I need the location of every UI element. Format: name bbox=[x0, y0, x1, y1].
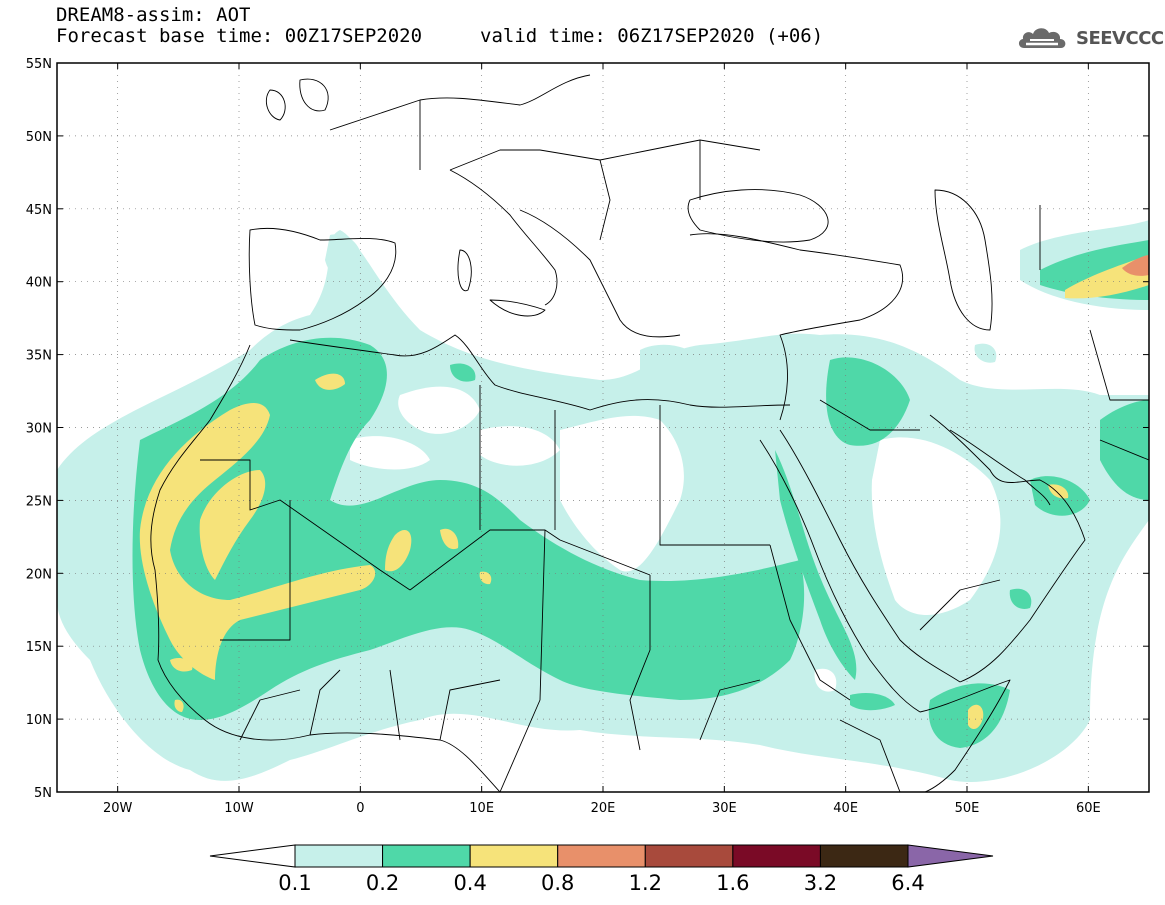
longitude-tick-label: 20E bbox=[591, 801, 616, 816]
colorbar-swatch bbox=[382, 844, 471, 868]
latitude-tick-label: 35N bbox=[26, 349, 52, 364]
latitude-tick-label: 20N bbox=[26, 567, 52, 582]
coastlines-borders bbox=[150, 74, 1149, 792]
colorbar-level-label: 0.8 bbox=[541, 871, 574, 895]
colorbar-swatch bbox=[469, 844, 559, 868]
latitude-tick-label: 25N bbox=[26, 494, 52, 509]
colorbar-level-label: 1.2 bbox=[629, 871, 662, 895]
aot-level-0.8 bbox=[1122, 255, 1149, 276]
colorbar-level-label: 1.6 bbox=[716, 871, 749, 895]
longitude-tick-label: 20W bbox=[103, 801, 133, 816]
colorbar-upper-extend bbox=[907, 844, 994, 868]
colorbar-level-label: 0.4 bbox=[453, 871, 486, 895]
logo-text: SEEVCCC bbox=[1076, 27, 1164, 49]
longitude-ticks bbox=[117, 63, 1089, 792]
colorbar-level-label: 0.2 bbox=[366, 871, 399, 895]
colorbar-swatch bbox=[557, 844, 646, 868]
colorbar-lower-extend bbox=[209, 844, 296, 868]
latitude-tick-label: 45N bbox=[26, 203, 52, 218]
forecast-base-time: Forecast base time: 00Z17SEP2020 bbox=[56, 25, 423, 47]
colorbar-swatch bbox=[644, 844, 734, 868]
cloud-icon bbox=[1018, 28, 1066, 48]
longitude-tick-label: 10E bbox=[469, 801, 494, 816]
colorbar: 0.1 0.2 0.4 0.8 1.2 1.6 3.2 6.4 bbox=[209, 844, 994, 895]
colorbar-swatch bbox=[732, 844, 821, 868]
longitude-tick-label: 30E bbox=[712, 801, 737, 816]
longitude-tick-label: 60E bbox=[1076, 801, 1101, 816]
latitude-tick-label: 40N bbox=[26, 276, 52, 291]
latitude-tick-label: 55N bbox=[26, 57, 52, 72]
longitude-tick-label: 40E bbox=[833, 801, 858, 816]
valid-time: valid time: 06Z17SEP2020 (+06) bbox=[480, 25, 824, 47]
longitude-tick-label: 10W bbox=[224, 801, 254, 816]
aot-level-0.2 bbox=[132, 240, 1149, 748]
colorbar-swatch bbox=[294, 844, 384, 868]
colorbar-swatch bbox=[819, 844, 909, 868]
seevccc-logo: SEEVCCC bbox=[1016, 24, 1164, 52]
aot-field bbox=[57, 220, 1149, 782]
latitude-tick-label: 5N bbox=[34, 786, 52, 801]
longitude-tick-label: 50E bbox=[955, 801, 980, 816]
latitude-labels: 55N 50N 45N 40N 35N 30N 25N 20N 15N 10N 5N bbox=[26, 57, 52, 801]
map-title: DREAM8-assim: AOT bbox=[56, 4, 251, 26]
longitude-labels: 20W 10W 0 10E 20E 30E 40E 50E 60E bbox=[103, 801, 1101, 816]
colorbar-level-label: 6.4 bbox=[891, 871, 924, 895]
latitude-tick-label: 30N bbox=[26, 422, 52, 437]
latitude-tick-label: 15N bbox=[26, 640, 52, 655]
latitude-tick-label: 10N bbox=[26, 713, 52, 728]
aot-level-0.4 bbox=[139, 255, 1149, 730]
colorbar-level-label: 3.2 bbox=[804, 871, 837, 895]
colorbar-level-label: 0.1 bbox=[278, 871, 311, 895]
longitude-tick-label: 0 bbox=[356, 801, 364, 816]
latitude-ticks bbox=[57, 62, 1149, 793]
latitude-tick-label: 50N bbox=[26, 130, 52, 145]
aot-clear-areas bbox=[350, 386, 1001, 692]
